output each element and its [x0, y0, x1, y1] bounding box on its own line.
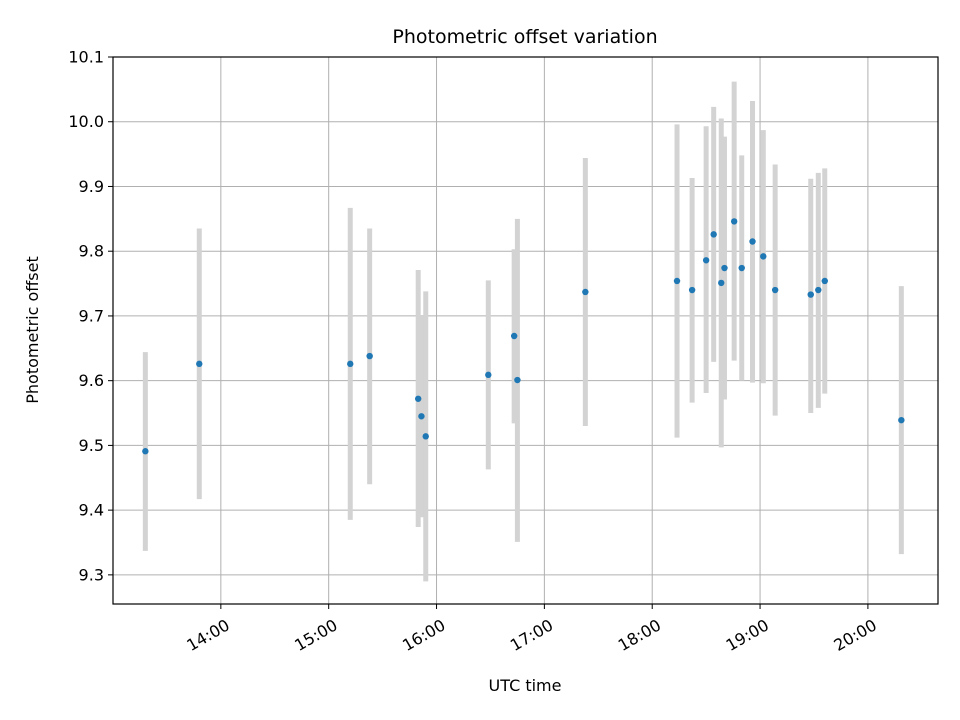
- data-point: [730, 218, 738, 225]
- data-point: [414, 395, 422, 402]
- y-tick-label: 10.1: [68, 48, 104, 67]
- data-point: [485, 371, 492, 379]
- data-point: [510, 332, 518, 340]
- data-point: [196, 360, 203, 368]
- plot-frame: [112, 56, 939, 605]
- data-point: [142, 448, 149, 455]
- data-point: [688, 286, 696, 294]
- data-point: [898, 416, 905, 424]
- data-point: [738, 264, 745, 272]
- data-point: [514, 376, 521, 384]
- y-tick-label: 9.7: [79, 306, 104, 325]
- y-tick-label: 9.6: [79, 371, 104, 390]
- data-points: [142, 218, 905, 455]
- y-tick-label: 9.9: [79, 177, 104, 196]
- data-point: [673, 277, 681, 285]
- data-point: [821, 277, 828, 285]
- data-point: [710, 231, 717, 238]
- data-point: [582, 288, 589, 296]
- data-point: [422, 433, 429, 440]
- data-point: [749, 238, 756, 245]
- y-axis-ticks: 9.3 9.4 9.5 9.6 9.7 9.8 9.9 10.0 10.1: [68, 48, 113, 584]
- data-point: [760, 253, 767, 260]
- y-tick-label: 10.0: [68, 112, 104, 131]
- data-point: [807, 291, 814, 298]
- y-tick-label: 9.4: [79, 501, 104, 520]
- x-axis-label: UTC time: [489, 676, 562, 695]
- y-tick-label: 9.8: [79, 242, 104, 261]
- data-point: [771, 286, 779, 294]
- data-point: [815, 286, 822, 294]
- data-point: [347, 360, 354, 368]
- data-point: [366, 352, 373, 360]
- data-point: [702, 257, 710, 264]
- y-tick-label: 9.5: [79, 436, 104, 455]
- y-axis-label: Photometric offset: [23, 256, 42, 404]
- chart-title: Photometric offset variation: [392, 26, 657, 48]
- data-point: [718, 279, 725, 287]
- data-point: [721, 264, 728, 272]
- y-tick-label: 9.3: [79, 565, 104, 584]
- grid: [113, 56, 938, 604]
- data-point: [418, 413, 425, 420]
